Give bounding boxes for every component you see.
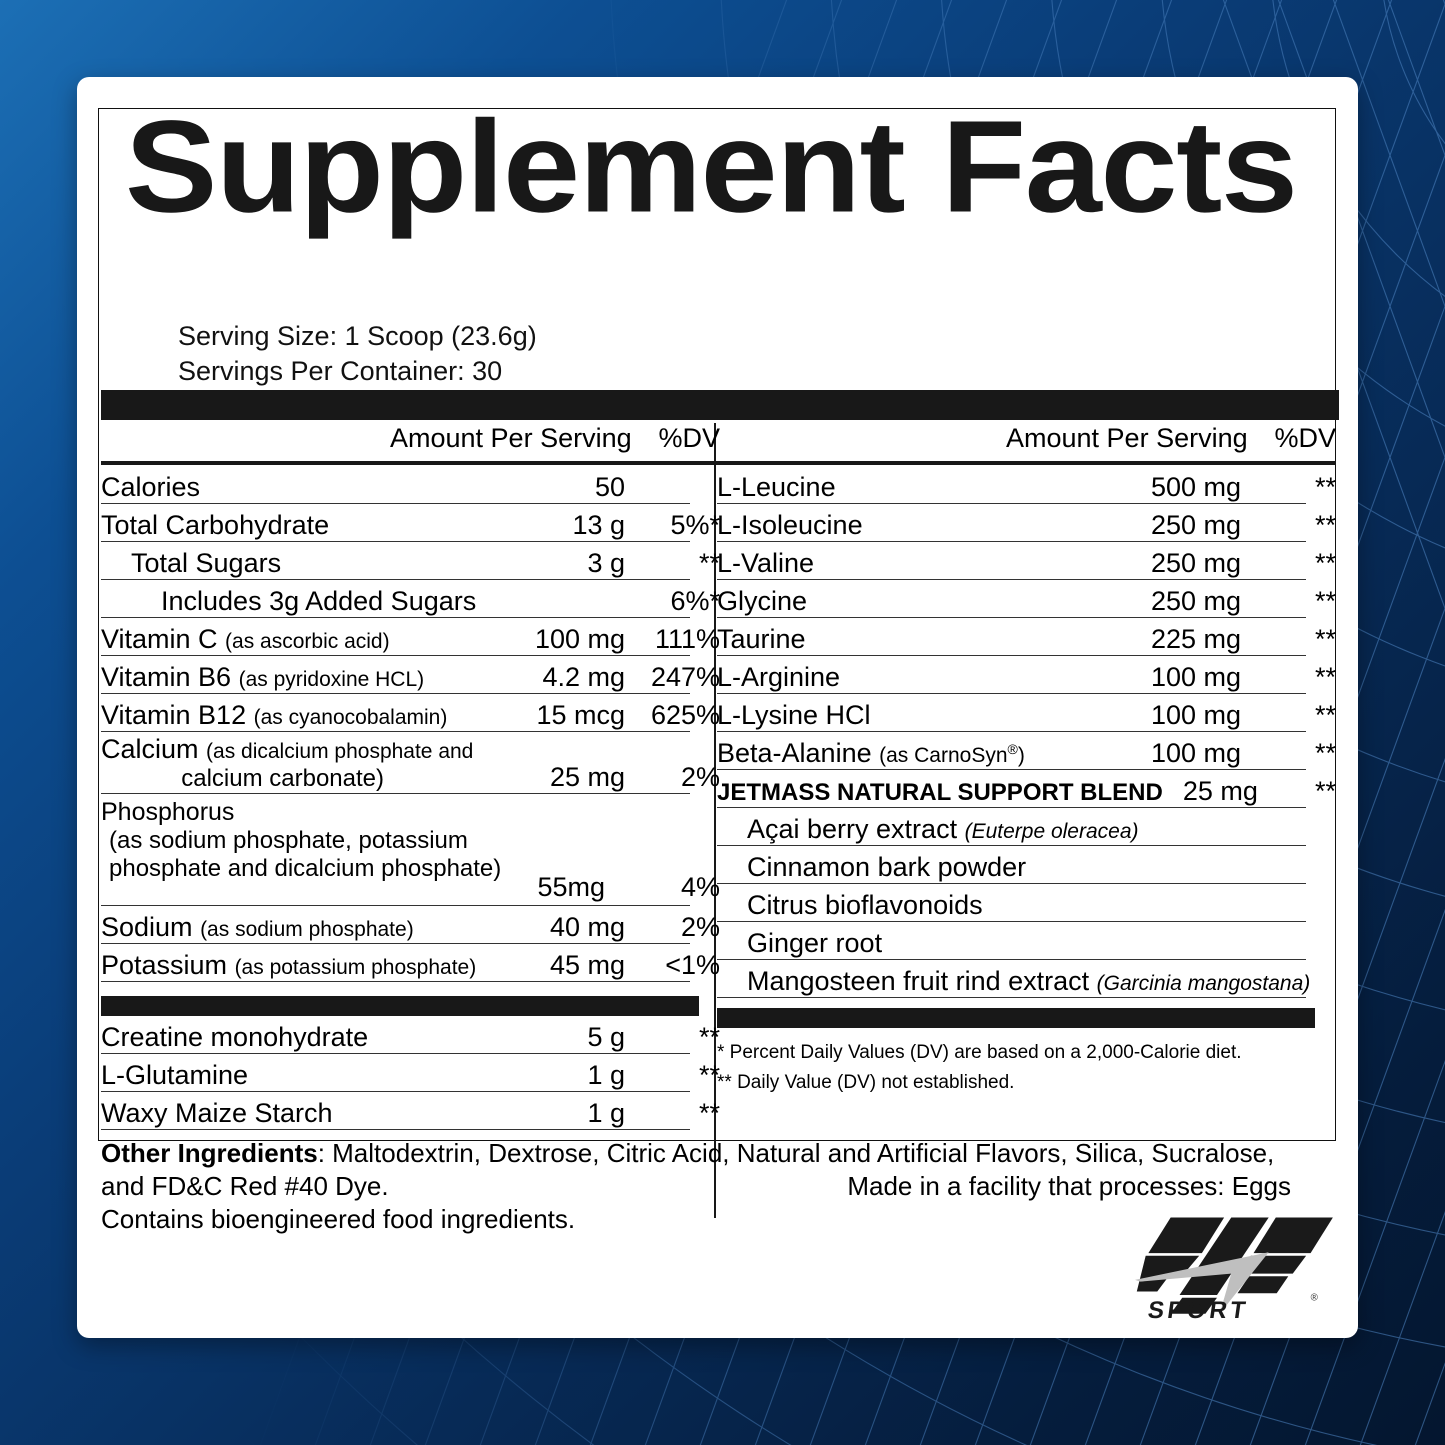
svg-text:®: ® — [1311, 1292, 1319, 1303]
svg-text:SPORT: SPORT — [1146, 1297, 1250, 1324]
